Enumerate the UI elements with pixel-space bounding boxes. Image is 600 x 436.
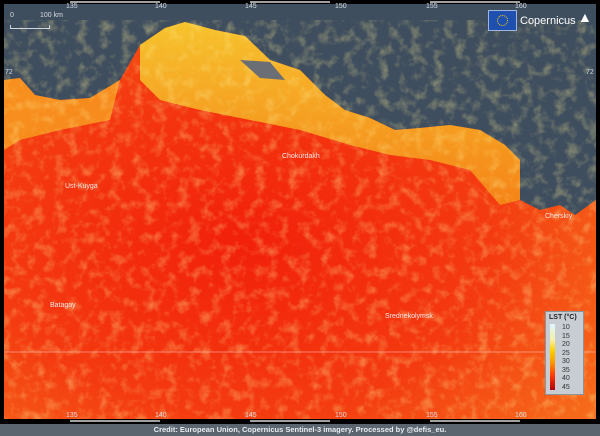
place-label: Ust-Kuyga (65, 183, 98, 190)
lon-tick: 135 (66, 3, 78, 10)
legend-value: 30 (562, 358, 570, 365)
north-arrow-icon: ▲ (578, 9, 592, 25)
copernicus-logo: Copernicus (488, 10, 576, 31)
eu-flag-icon (488, 10, 517, 31)
legend-value: 15 (562, 332, 570, 340)
lon-tick: 145 (245, 412, 257, 419)
legend-value: 40 (562, 375, 570, 382)
lon-tick: 135 (66, 412, 78, 419)
legend-value: 20 (562, 341, 570, 348)
scale-end: 100 km (40, 12, 63, 19)
place-label: Chokurdakh (282, 153, 320, 160)
land-surface-temperature-map (0, 0, 600, 424)
surface-texture (4, 20, 596, 424)
lon-tick: 155 (426, 3, 438, 10)
lon-tick: 140 (155, 3, 167, 10)
lon-tick: 145 (245, 3, 257, 10)
scale-start: 0 (10, 12, 14, 19)
lon-tick: 140 (155, 412, 167, 419)
credit-caption: Credit: European Union, Copernicus Senti… (0, 424, 600, 436)
place-label: Batagay (50, 302, 76, 309)
lon-tick: 160 (515, 412, 527, 419)
inland-lake (240, 60, 285, 80)
lon-tick: 155 (426, 412, 438, 419)
legend-value: 35 (562, 366, 570, 374)
lon-tick: 150 (335, 412, 347, 419)
lon-tick: 150 (335, 3, 347, 10)
lat-tick: 72 (5, 69, 13, 76)
legend-title: LST (°C) (549, 314, 577, 321)
lat-tick: 72 (586, 69, 594, 76)
place-label: Srednekolymsk (385, 313, 433, 320)
legend-value: 45 (562, 383, 570, 391)
color-scale-bar (550, 324, 555, 390)
lon-tick: 160 (515, 3, 527, 10)
copernicus-wordmark: Copernicus (520, 14, 576, 27)
legend-value: 10 (562, 324, 570, 331)
temperature-legend: LST (°C) 10 15 20 25 30 35 40 45 (545, 311, 584, 395)
legend-value: 25 (562, 349, 570, 357)
place-label: Cherskiy (545, 213, 573, 220)
